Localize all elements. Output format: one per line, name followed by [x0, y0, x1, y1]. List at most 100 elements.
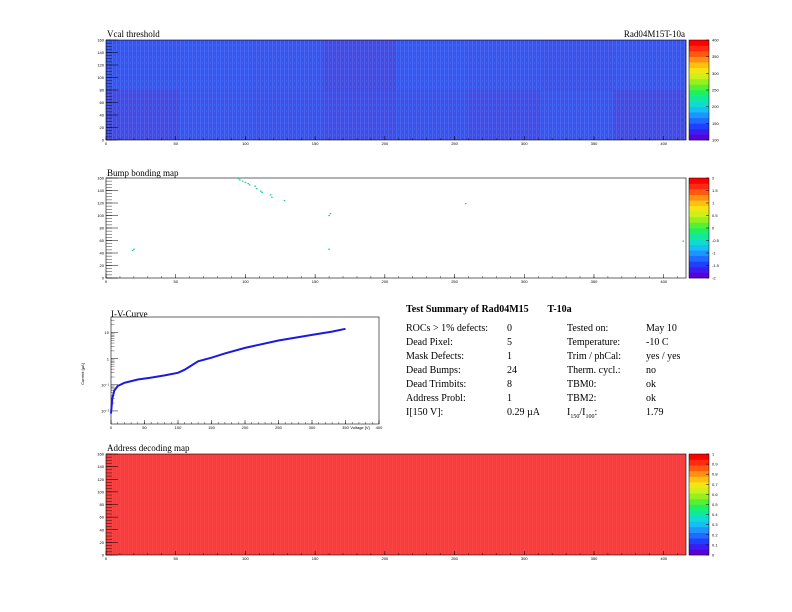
summary-value-therm-cycl: no	[646, 365, 656, 376]
colorbar-step	[689, 532, 709, 539]
summary-value-temperature: -10 C	[646, 337, 669, 348]
colorbar-step	[689, 526, 709, 533]
y-tick-label: 20	[100, 540, 105, 545]
iv-x-tick-label: 350	[342, 425, 349, 430]
colorbar-label: 0	[712, 226, 715, 231]
iv-title: I-V-Curve	[111, 309, 148, 319]
colorbar-label: 150	[712, 121, 719, 126]
summary-left-values: 0 5 1 24 8 1 0.29 µA	[507, 322, 540, 420]
x-tick-label: 200	[382, 556, 389, 561]
y-tick-label: 40	[100, 113, 105, 118]
x-tick-label: 150	[312, 141, 319, 146]
colorbar-step	[689, 272, 709, 279]
y-tick-label: 20	[100, 125, 105, 130]
colorbar-step	[689, 84, 709, 91]
x-tick-label: 150	[312, 556, 319, 561]
colorbar-label: -2	[712, 276, 716, 281]
summary-right-values: May 10 -10 C yes / yes no ok ok 1.79	[646, 322, 680, 420]
pixel-texture	[106, 40, 686, 140]
iv-curve-line	[110, 327, 346, 414]
summary-value-current-ratio: 1.79	[646, 407, 664, 418]
y-tick-label: 120	[97, 201, 104, 206]
y-tick-label: 80	[100, 88, 105, 93]
colorbar-label: 2	[712, 176, 715, 181]
y-tick-label: 80	[100, 502, 105, 507]
colorbar-label: 1	[712, 452, 715, 457]
summary-label-therm-cycl: Therm. cycl.:	[567, 365, 621, 376]
iv-x-tick-label: 150	[208, 425, 215, 430]
colorbar-label: 0.3	[712, 522, 718, 527]
summary-left-labels: ROCs > 1% defects: Dead Pixel: Mask Defe…	[406, 322, 488, 420]
summary-label-tbm2: TBM2:	[567, 393, 597, 404]
address-axes: 0 50 100 150 200 250 300 350 4000204060801001201…	[97, 452, 678, 561]
colorbar-step	[689, 78, 709, 85]
colorbar-label: 0.7	[712, 482, 718, 487]
colorbar-step	[689, 470, 709, 477]
colorbar-step	[689, 56, 709, 63]
bump-axes: 0 50 100 150 200 250 300 350 4000204060801001201…	[97, 176, 678, 284]
colorbar-step	[689, 73, 709, 80]
bump-defect-points	[131, 178, 685, 252]
colorbar-label: 0.5	[712, 502, 718, 507]
colorbar-step	[689, 45, 709, 52]
colorbar-step	[689, 261, 709, 268]
bump-title: Bump bonding map	[107, 168, 179, 178]
iv-x-tick-label: 100	[175, 425, 182, 430]
colorbar-step	[689, 521, 709, 528]
colorbar-step	[689, 233, 709, 240]
colorbar-step	[689, 239, 709, 245]
iv-frame	[110, 316, 380, 425]
y-tick-label: 160	[97, 452, 104, 457]
colorbar-label: 0.6	[712, 492, 718, 497]
colorbar-label: 1.5	[712, 188, 718, 193]
bump-defect-point	[261, 191, 263, 193]
colorbar-label: 100	[712, 138, 719, 143]
iv-x-tick-label: 400	[376, 425, 383, 430]
y-tick-label: 40	[100, 527, 105, 532]
summary-label-mask-defects: Mask Defects:	[406, 351, 465, 362]
bump-defect-point	[254, 185, 256, 187]
y-tick-label: 0	[102, 553, 105, 558]
bump-defect-point	[328, 248, 330, 250]
summary-label-rocs: ROCs > 1% defects:	[406, 323, 489, 334]
colorbar-step	[689, 216, 709, 223]
colorbar-label: 200	[712, 104, 719, 109]
x-tick-label: 400	[660, 556, 667, 561]
colorbar-step	[689, 95, 709, 102]
colorbar-step	[689, 459, 709, 466]
summary-value-dead-pixel: 5	[507, 337, 512, 348]
colorbar-step	[689, 482, 709, 488]
colorbar-label: -1	[712, 251, 716, 256]
colorbar-step	[689, 222, 709, 229]
colorbar-label: 0.5	[712, 213, 718, 218]
iv-axes: 0 50 100 150 200 250 300 350 400 10⁻² 10⁻¹ 1 10	[101, 320, 383, 430]
vcal-axes: 0 50 100 150 200 250 300 350 4000204060801001201…	[97, 38, 678, 146]
summary-label-dead-trimbits: Dead Trimbits:	[406, 379, 467, 390]
summary-label-temperature: Temperature:	[567, 337, 621, 348]
summary-value-dead-bumps: 24	[507, 365, 517, 376]
bump-defect-point	[329, 213, 332, 215]
y-tick-label: 120	[97, 63, 104, 68]
bump-defect-point	[328, 214, 330, 217]
colorbar-step	[689, 266, 709, 273]
colorbar-label: 250	[712, 88, 719, 93]
x-tick-label: 50	[173, 556, 178, 561]
colorbar-step	[689, 51, 709, 57]
x-tick-label: 250	[451, 556, 458, 561]
summary-label-dead-pixel: Dead Pixel:	[406, 337, 453, 348]
colorbar-step	[689, 465, 709, 472]
address-colorbar: 0 0.1 0.2 0.3 0.4 0.5 0.6 0.7 0.8 0.9 1	[688, 452, 718, 558]
colorbar-step	[689, 62, 709, 69]
summary-value-rocs: 0	[507, 323, 512, 334]
x-tick-label: 50	[173, 279, 178, 284]
colorbar-label: 0	[712, 553, 715, 558]
summary-title-module: Test Summary of Rad04M15	[406, 304, 529, 315]
summary-label-address-probl: Address Probl:	[406, 393, 466, 404]
iv-x-tick-label: 250	[275, 425, 282, 430]
summary-title-grade: T-10a	[547, 304, 572, 315]
x-tick-label: 100	[242, 556, 249, 561]
colorbar-step	[689, 538, 709, 545]
vcal-threshold-map	[106, 40, 687, 140]
y-tick-label: 40	[100, 251, 105, 256]
colorbar-label: -0.5	[712, 238, 720, 243]
